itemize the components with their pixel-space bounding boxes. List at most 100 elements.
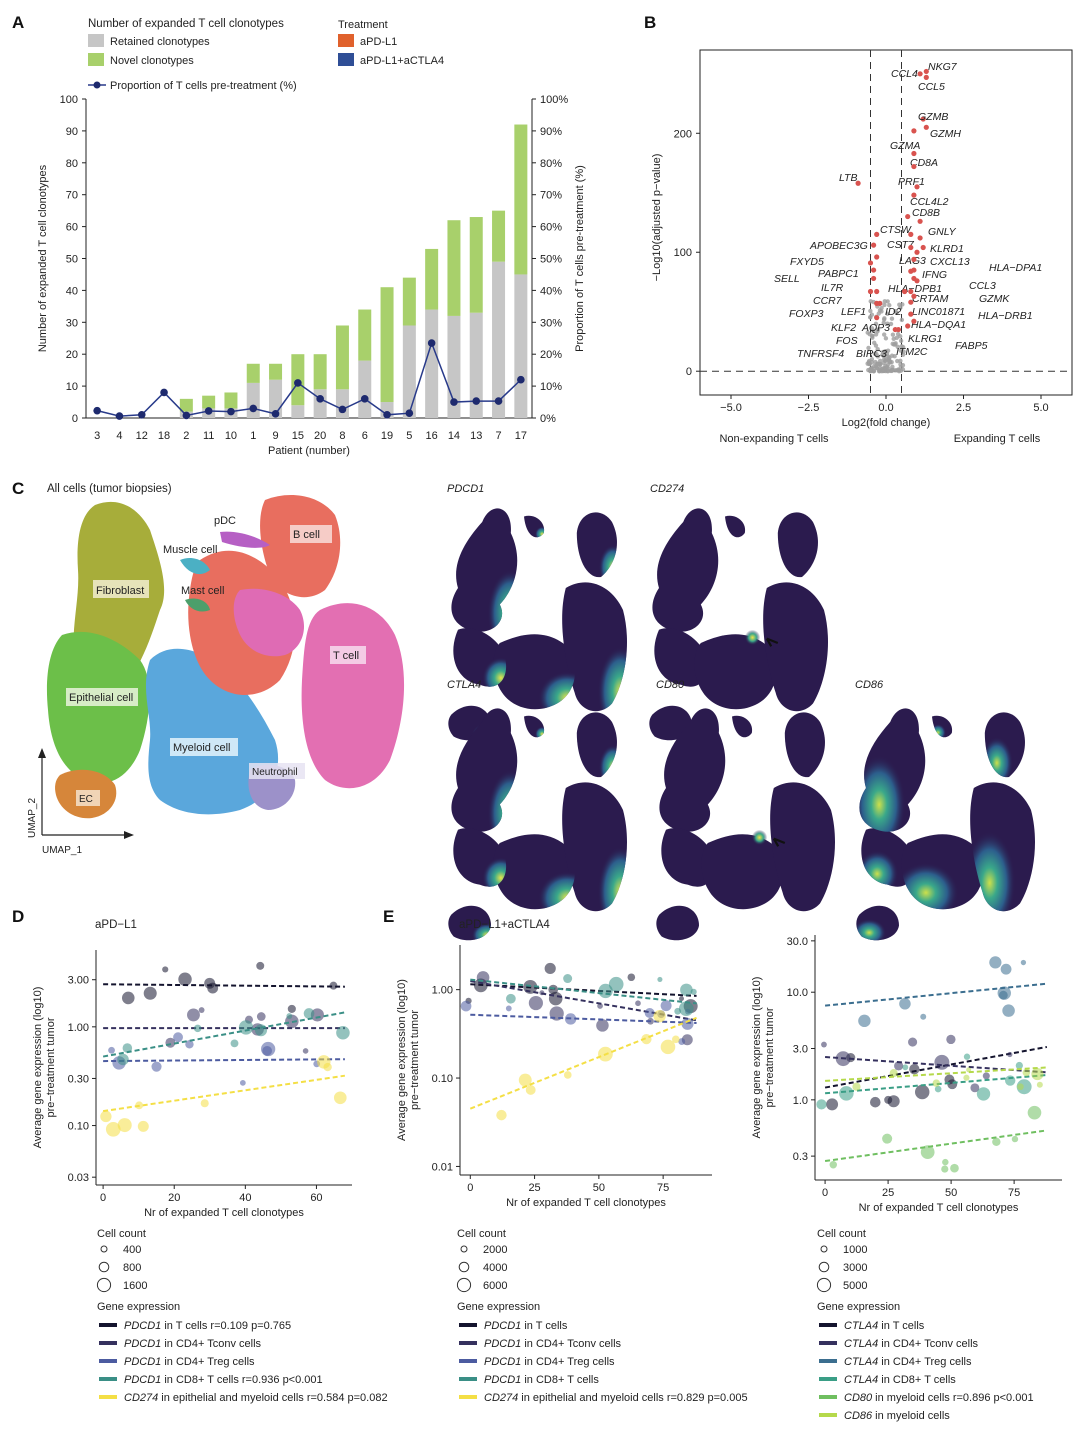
point-sig xyxy=(923,74,929,80)
proportion-point xyxy=(427,339,436,347)
gene-label: LTB xyxy=(839,172,857,184)
gene-context: in epithelial and myeloid cells r=0.829 … xyxy=(518,1392,747,1404)
gene-legend-label: CTLA4 in T cells xyxy=(844,1320,925,1332)
ytick-label: 0.3 xyxy=(793,1151,808,1163)
point-sig xyxy=(911,150,917,157)
scatter-point xyxy=(151,1061,162,1072)
feature-umap-cd274 xyxy=(649,508,829,741)
gene-label: LINC01871 xyxy=(912,306,965,318)
x-axis-label: Nr of expanded T cell clonotypes xyxy=(144,1207,304,1219)
feature-label: CD86 xyxy=(855,679,884,691)
scatter-point xyxy=(121,991,135,1005)
point-ns xyxy=(898,348,903,353)
point-ns xyxy=(886,366,891,371)
point-sig xyxy=(871,275,877,282)
size-legend-label: 2000 xyxy=(483,1244,507,1256)
size-legend-circle xyxy=(100,1245,108,1253)
size-legend-label: 5000 xyxy=(843,1280,867,1292)
gene-context: in CD8+ T cells xyxy=(521,1374,599,1386)
gene-label: KLF2 xyxy=(831,322,856,334)
point-sig xyxy=(905,213,911,220)
scatter-d: 0.03 0.10 0.30 1.00 3.00 0 20 40 60 Nr of expande… xyxy=(32,950,388,1404)
scatter-point xyxy=(287,1004,296,1013)
xtick-label-patient: 12 xyxy=(136,430,148,442)
point-sig xyxy=(917,235,923,241)
gene-context: in CD8+ T cells xyxy=(878,1374,956,1386)
point-ns xyxy=(890,332,896,337)
point-ns xyxy=(896,368,902,374)
xtick-label-patient: 10 xyxy=(225,430,237,442)
cluster-label-bcell: B cell xyxy=(293,529,320,541)
scatter-point xyxy=(934,1054,950,1070)
scatter-point xyxy=(518,1073,532,1087)
scatter-point xyxy=(963,1053,971,1060)
scatter-point xyxy=(1015,1061,1023,1070)
point-ns xyxy=(879,309,884,314)
gene-label: HLA−DRB1 xyxy=(978,310,1033,322)
point-sig xyxy=(871,267,877,273)
gene-label: CCR7 xyxy=(813,295,843,307)
point-sig xyxy=(914,184,920,190)
point-ns xyxy=(883,336,889,341)
point-ns xyxy=(898,362,903,367)
scatter-point xyxy=(528,995,543,1011)
proportion-point xyxy=(204,407,213,415)
gene-label: CTSW xyxy=(880,224,912,236)
point-ns xyxy=(887,303,892,308)
gene-label: FOXP3 xyxy=(789,308,824,320)
cluster-muscle xyxy=(180,558,210,575)
panel-letter-d: D xyxy=(12,907,24,926)
gene-label: KLRD1 xyxy=(930,243,964,255)
xtick-label: 25 xyxy=(528,1182,540,1194)
size-legend-circle xyxy=(818,1261,830,1273)
gene-label: GZMH xyxy=(930,128,961,140)
xtick-label-patient: 4 xyxy=(116,430,122,442)
scatter-point xyxy=(660,1039,676,1055)
gene-label: HLA−DPA1 xyxy=(989,262,1042,274)
point-ns xyxy=(887,360,893,365)
point-ns xyxy=(873,343,879,348)
xtick-label-patient: 9 xyxy=(272,430,278,442)
gene-legend-label: PDCD1 in CD8+ T cells r=0.936 p<0.001 xyxy=(124,1374,323,1386)
xtick-label: 20 xyxy=(168,1192,180,1204)
scatter-point xyxy=(1016,1079,1032,1095)
xtick-label-patient: 17 xyxy=(515,430,527,442)
proportion-point xyxy=(227,407,235,416)
gene-name: PDCD1 xyxy=(124,1338,161,1350)
scatter-point xyxy=(310,1008,324,1022)
gene-legend-title: Gene expression xyxy=(457,1301,540,1313)
gene-context: in CD4+ Treg cells xyxy=(521,1356,615,1368)
scatter-point xyxy=(1022,1068,1031,1077)
scatter-point xyxy=(941,1165,949,1173)
ytick-label: 3.0 xyxy=(793,1043,808,1055)
umap-expression xyxy=(448,508,628,741)
gene-label: CCL3 xyxy=(969,280,996,292)
x-axis-label: Patient (number) xyxy=(268,445,350,457)
gene-name: PDCD1 xyxy=(484,1320,521,1332)
point-ns xyxy=(867,361,872,367)
gene-label: GNLY xyxy=(928,226,957,238)
cluster-mast xyxy=(185,598,210,612)
scatter-point xyxy=(1007,1051,1013,1058)
umap-expression xyxy=(448,708,628,941)
size-legend-label: 1600 xyxy=(123,1280,147,1292)
panel-letter-b: B xyxy=(644,13,656,32)
gene-legend-label: CD86 in myeloid cells xyxy=(844,1410,950,1422)
proportion-point xyxy=(294,379,302,387)
point-ns xyxy=(882,302,887,308)
fit-line xyxy=(103,1058,345,1063)
point-ns xyxy=(893,308,898,314)
bar-novel xyxy=(269,363,283,380)
ytick-label: 0.01 xyxy=(432,1161,453,1173)
gene-label: PABPC1 xyxy=(818,268,859,280)
umap1-label: UMAP_1 xyxy=(42,845,82,856)
ytick-label-left: 60 xyxy=(66,222,78,234)
ytick-label: 10.0 xyxy=(787,987,808,999)
gene-legend-swatch xyxy=(819,1359,837,1363)
xtick-label-patient: 13 xyxy=(470,430,482,442)
fit-line xyxy=(824,1129,1048,1163)
scatter-point xyxy=(100,1110,112,1123)
cluster-label-epithelial: Epithelial cell xyxy=(69,692,133,704)
scatter-point xyxy=(496,1109,507,1121)
gene-label: CCL5 xyxy=(918,81,945,93)
